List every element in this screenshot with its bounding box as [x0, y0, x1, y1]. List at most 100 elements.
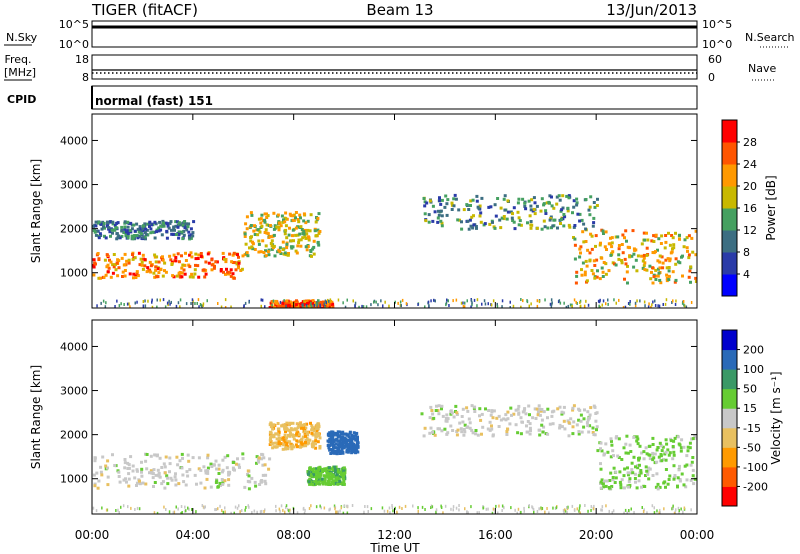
data-cell: [327, 473, 331, 477]
data-cell: [632, 252, 636, 256]
data-cell: [234, 462, 238, 466]
data-cell: [169, 220, 173, 224]
data-cell: [614, 263, 618, 267]
data-cell: [516, 407, 520, 411]
data-cell: [486, 427, 490, 431]
data-cell: [573, 257, 577, 261]
data-cell: [593, 205, 597, 209]
data-cell: [334, 442, 338, 446]
data-cell: [397, 301, 399, 305]
data-cell: [285, 506, 287, 510]
data-cell: [580, 273, 584, 277]
data-cell: [464, 301, 466, 305]
data-cell: [364, 505, 366, 508]
data-cell: [125, 480, 128, 484]
data-cell: [590, 247, 594, 251]
data-cell: [350, 434, 354, 438]
data-cell: [302, 230, 306, 233]
data-cell: [604, 230, 608, 234]
data-cell: [528, 432, 532, 436]
data-cell: [502, 217, 506, 221]
data-cell: [231, 272, 235, 276]
data-cell: [661, 266, 665, 270]
data-cell: [209, 485, 213, 489]
data-cell: [535, 204, 539, 208]
data-cell: [464, 507, 466, 511]
data-cell: [630, 468, 634, 472]
data-cell: [168, 470, 171, 474]
data-cell: [622, 486, 626, 490]
data-cell: [690, 437, 694, 441]
data-cell: [153, 275, 157, 279]
data-cell: [529, 220, 533, 223]
data-cell: [216, 485, 220, 489]
data-cell: [558, 423, 562, 427]
data-cell: [272, 423, 276, 427]
data-cell: [156, 305, 158, 308]
data-cell: [508, 422, 512, 426]
data-cell: [312, 467, 316, 471]
data-cell: [225, 267, 228, 271]
data-cell: [663, 507, 665, 511]
data-cell: [478, 214, 482, 218]
data-cell: [170, 232, 174, 236]
data-cell: [310, 504, 312, 508]
data-cell: [182, 233, 186, 237]
data-cell: [165, 474, 169, 478]
data-cell: [310, 424, 314, 428]
data-cell: [310, 303, 314, 306]
data-cell: [217, 463, 221, 467]
data-cell: [651, 458, 655, 462]
data-cell: [452, 415, 456, 419]
data-cell: [471, 301, 473, 305]
data-cell: [686, 249, 689, 253]
data-cell: [658, 254, 662, 258]
data-cell: [243, 305, 245, 308]
velocity-data: [92, 404, 697, 514]
data-cell: [96, 252, 100, 255]
data-cell: [315, 482, 319, 486]
data-cell: [623, 467, 627, 471]
data-cell: [636, 299, 638, 303]
data-cell: [633, 472, 637, 476]
data-cell: [257, 460, 261, 464]
data-cell: [188, 265, 192, 269]
data-cell: [138, 234, 142, 238]
data-cell: [654, 485, 658, 489]
data-cell: [442, 511, 444, 514]
data-cell: [306, 438, 310, 442]
data-cell: [291, 421, 295, 425]
data-cell: [248, 300, 250, 304]
data-cell: [548, 218, 552, 222]
data-cell: [586, 418, 590, 422]
data-cell: [291, 303, 295, 307]
data-cell: [594, 412, 598, 415]
data-cell: [504, 418, 508, 422]
data-cell: [452, 204, 456, 208]
data-cell: [295, 439, 299, 443]
data-cell: [638, 463, 641, 467]
data-cell: [122, 504, 125, 508]
data-cell: [554, 507, 557, 510]
data-cell: [127, 472, 131, 476]
data-cell: [217, 467, 221, 471]
data-cell: [517, 411, 521, 415]
data-cell: [660, 459, 664, 463]
data-cell: [181, 456, 184, 460]
data-cell: [529, 208, 533, 212]
data-cell: [188, 253, 192, 257]
data-cell: [399, 300, 402, 304]
data-cell: [513, 227, 517, 231]
data-cell: [340, 470, 343, 474]
data-cell: [195, 482, 198, 486]
data-cell: [483, 222, 487, 226]
data-cell: [185, 470, 189, 474]
data-cell: [625, 434, 629, 438]
data-cell: [543, 225, 547, 229]
data-cell: [647, 444, 651, 448]
data-cell: [205, 470, 209, 474]
data-cell: [501, 299, 504, 303]
data-cell: [308, 474, 312, 478]
data-cell: [203, 506, 205, 510]
